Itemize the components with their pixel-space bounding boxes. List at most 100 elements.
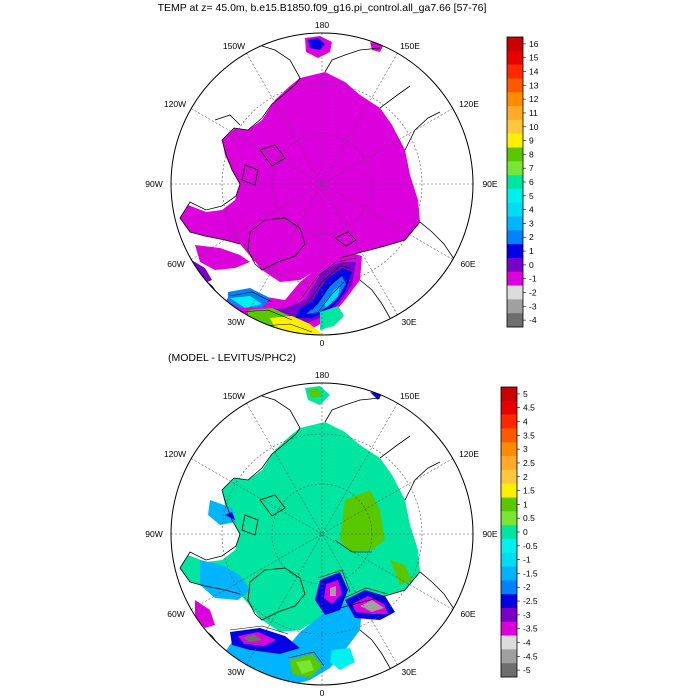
colorbar-swatch xyxy=(501,607,517,623)
lon-label: 90E xyxy=(482,529,497,539)
colorbar-swatch xyxy=(507,50,523,65)
colorbar-swatch xyxy=(507,216,523,231)
colorbar-swatch xyxy=(507,147,523,162)
colorbar-swatch xyxy=(501,580,517,595)
lon-label: 180 xyxy=(315,370,329,380)
lon-label: 30E xyxy=(401,667,416,677)
colorbar-swatch xyxy=(501,594,517,609)
panel-title: TEMP at z= 45.0m, b.e15.B1850.f09_g16.pi… xyxy=(158,2,487,14)
colorbar-tick-label: 11 xyxy=(529,108,538,118)
colorbar-swatch xyxy=(501,566,517,581)
colorbar-tick-label: 1.5 xyxy=(523,486,535,496)
colorbar-swatch xyxy=(501,663,517,678)
lon-label: 90E xyxy=(482,179,497,189)
colorbar-tick-label: 7 xyxy=(529,163,534,173)
colorbar-tick-label: -3.5 xyxy=(523,624,538,634)
contours xyxy=(229,539,389,667)
lon-label: 30W xyxy=(227,667,244,677)
colorbar-tick-label: 6 xyxy=(529,177,534,187)
colorbar-tick-label: 4 xyxy=(529,205,534,215)
longitude-labels: 180 150E 120E 90E 60E 30E 0 30W 60W 90W … xyxy=(145,370,498,698)
colorbar-tick-label: 12 xyxy=(529,94,539,104)
colorbar-tick-label: -5 xyxy=(523,665,531,675)
panel-title: (MODEL - LEVITUS/PHC2) xyxy=(168,352,296,364)
colorbar-swatch xyxy=(507,106,523,121)
colorbar-tick-label: -2 xyxy=(529,287,537,297)
colorbar-swatch xyxy=(501,456,517,471)
colorbar-tick-label: 16 xyxy=(529,39,539,49)
lon-label: 30E xyxy=(401,317,416,327)
lon-label: 120W xyxy=(164,449,186,459)
colorbar-tick-label: -4 xyxy=(529,315,537,325)
colorbar-tick-label: 2 xyxy=(529,232,534,242)
polar-map xyxy=(170,32,474,336)
lon-label: 150W xyxy=(223,391,245,401)
bering-core xyxy=(308,38,325,50)
colorbar-tick-label: -0.5 xyxy=(523,541,538,551)
arctic-ocean-field xyxy=(180,72,420,282)
colorbar-tick-label: 14 xyxy=(529,67,539,77)
colorbar-tick-label: 0 xyxy=(529,260,534,270)
longitude-labels: 180 150E 120E 90E 60E 30E 0 30W 60W 90W … xyxy=(145,20,498,348)
lon-label: 0 xyxy=(320,688,325,698)
colorbar-tick-label: 4 xyxy=(523,417,528,427)
colorbar-tick-label: -4.5 xyxy=(523,651,538,661)
lon-label: 60W xyxy=(167,609,184,619)
colorbar-swatch xyxy=(501,497,517,512)
graticule xyxy=(171,33,473,335)
colorbar-swatch xyxy=(507,271,523,286)
colorbar-tick-label: 8 xyxy=(529,149,534,159)
colorbar-swatch xyxy=(507,64,523,79)
colorbar-tick-label: 2 xyxy=(523,472,528,482)
lon-label: 60E xyxy=(460,259,475,269)
colorbar-tick-label: -1 xyxy=(529,274,537,284)
colorbar-tick-label: 0 xyxy=(523,527,528,537)
colorbar-tick-label: -3 xyxy=(529,301,537,311)
colorbar-swatch xyxy=(501,525,517,540)
lon-label: 120W xyxy=(164,99,186,109)
colorbar-swatch xyxy=(507,119,523,134)
colorbar-swatch xyxy=(507,188,523,204)
panel-temperature: TEMP at z= 45.0m, b.e15.B1850.f09_g16.pi… xyxy=(145,2,538,348)
colorbar-swatch xyxy=(501,621,517,636)
colorbar-tick-label: 9 xyxy=(529,136,534,146)
colorbar-swatch xyxy=(507,299,523,314)
colorbar-tick-label: 0.5 xyxy=(523,513,535,523)
lon-label: 150E xyxy=(400,41,420,51)
colorbar-swatch xyxy=(507,244,523,259)
colorbar-swatch xyxy=(501,428,517,443)
colorbar-swatch xyxy=(501,483,517,498)
colorbar-swatch xyxy=(501,552,517,567)
colorbar-swatch xyxy=(501,414,517,429)
lon-label: 150W xyxy=(223,41,245,51)
lon-label: 30W xyxy=(227,317,244,327)
colorbar-swatch xyxy=(507,285,523,300)
map-frame xyxy=(170,32,474,336)
colorbar-swatch xyxy=(507,175,523,190)
colorbar-tick-label: 3 xyxy=(523,444,528,454)
map-frame xyxy=(170,382,474,686)
lon-label: 120E xyxy=(459,99,479,109)
colorbar-tick-label: -4 xyxy=(523,637,531,647)
colorbar-swatch xyxy=(501,649,517,664)
colorbar-tick-label: 1 xyxy=(523,499,528,509)
colorbar-tick-label: 5 xyxy=(529,191,534,201)
polar-map xyxy=(170,382,474,686)
colorbar-swatch xyxy=(501,511,517,526)
colorbar-swatch xyxy=(501,387,517,402)
colorbar-tick-label: -2.5 xyxy=(523,596,538,606)
lon-label: 120E xyxy=(459,449,479,459)
colorbar-swatch xyxy=(501,635,517,650)
lon-label: 60E xyxy=(460,609,475,619)
colorbar-swatch xyxy=(501,469,517,484)
colorbar-tick-label: -1 xyxy=(523,555,531,565)
colorbar-tick-label: 4.5 xyxy=(523,403,535,413)
colorbar-swatch xyxy=(507,37,523,52)
colorbar-swatch xyxy=(507,202,523,217)
graticule xyxy=(171,383,473,685)
lon-label: 0 xyxy=(320,338,325,348)
colorbar-tick-label: 3.5 xyxy=(523,430,535,440)
colorbar-tick-label: 2.5 xyxy=(523,458,535,468)
